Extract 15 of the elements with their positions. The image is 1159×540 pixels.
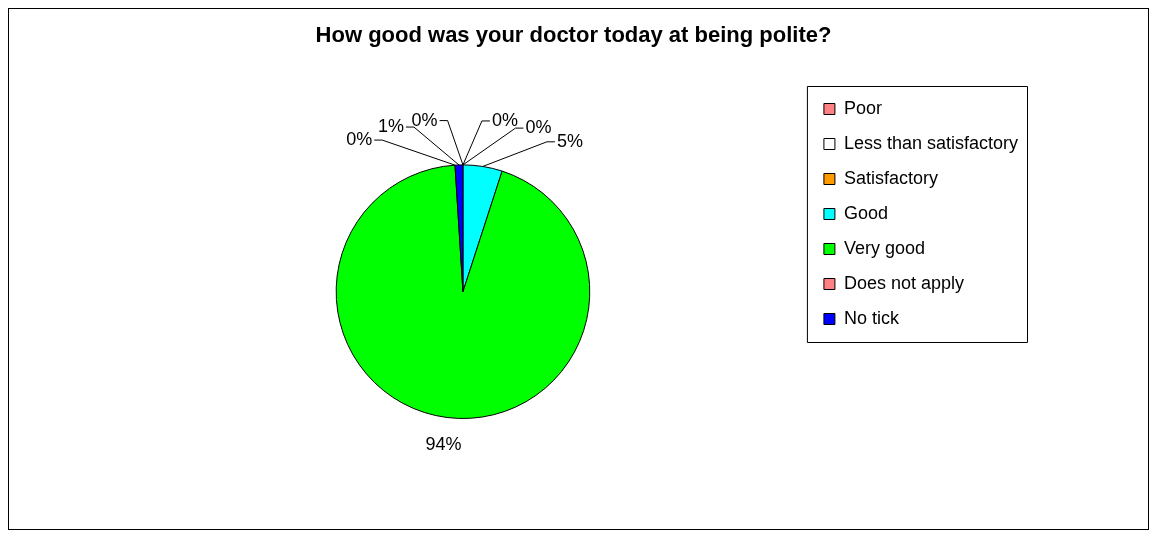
legend-label: Poor bbox=[843, 97, 882, 118]
legend-label: Satisfactory bbox=[843, 167, 938, 188]
text: 0% bbox=[411, 109, 438, 130]
data-label: 94% bbox=[425, 434, 462, 455]
legend-label: Less than satisfactory bbox=[843, 132, 1019, 153]
legend-label: Good bbox=[843, 202, 888, 223]
data-label: 1% bbox=[377, 116, 404, 137]
legend-label: Very good bbox=[843, 237, 925, 258]
text: 0% bbox=[346, 129, 373, 150]
data-label: 5% bbox=[556, 130, 583, 151]
text: 0% bbox=[491, 109, 518, 130]
chart-title: How good was your doctor today at being polite? bbox=[315, 22, 832, 48]
legend-label: No tick bbox=[843, 307, 900, 328]
text: 0% bbox=[525, 117, 552, 138]
legend-label: Does not apply bbox=[843, 272, 964, 293]
